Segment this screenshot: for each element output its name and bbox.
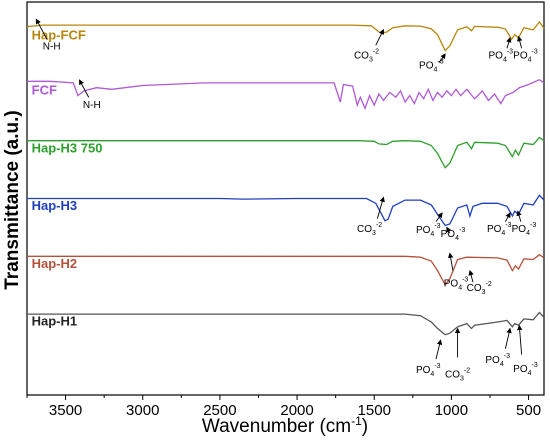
- annotation-arrow: [516, 210, 522, 222]
- annotation-arrow: [447, 252, 454, 271]
- series-label-layer: Hap-FCF FCF Hap-H3 750 Hap-H3 Hap-H2 Hap-H1: [32, 28, 103, 329]
- annotation-arrow: [506, 36, 512, 49]
- series-label-fcf: FCF: [32, 82, 57, 97]
- annotation-arrow: [517, 35, 523, 49]
- annotation-arrow: [35, 18, 48, 40]
- annotation-label: PO4-3: [485, 353, 510, 368]
- x-tick-label: 1500: [358, 402, 391, 419]
- annotation-label: CO3-2: [354, 49, 379, 64]
- series-label-hap-h3-750: Hap-H3 750: [32, 140, 103, 155]
- x-tick-label: 3500: [49, 402, 82, 419]
- series-label-hap-h3: Hap-H3: [32, 198, 78, 213]
- series-label-hap-fcf: Hap-FCF: [32, 28, 86, 43]
- series-layer: [26, 20, 545, 336]
- annotation-arrow: [79, 79, 90, 98]
- x-tick-label: 1000: [435, 402, 468, 419]
- annotation-arrow: [516, 324, 523, 355]
- annotation-label: CO3-2: [467, 281, 492, 296]
- annotation-label: PO4-3: [513, 362, 538, 377]
- series-line-hap-fcf: [26, 20, 545, 52]
- x-tick-label: 2000: [280, 402, 313, 419]
- annotation-label: PO4-3: [416, 363, 441, 378]
- annotation-label: PO4-3: [416, 223, 441, 238]
- series-label-hap-h2: Hap-H2: [32, 256, 78, 271]
- x-tick-label: 2500: [203, 402, 236, 419]
- annotation-arrow: [504, 327, 512, 349]
- annotation-label: PO4-3: [419, 58, 444, 73]
- annotation-arrow: [438, 53, 446, 63]
- series-line-hap-h2: [27, 253, 545, 287]
- y-axis-label: Transmittance (a.u.): [2, 110, 23, 290]
- series-line-hap-h3-750: [27, 136, 545, 169]
- annotation-label: CO3-2: [357, 222, 382, 237]
- annotation-label: PO4-3: [487, 222, 512, 237]
- series-label-hap-h1: Hap-H1: [32, 314, 78, 329]
- annotation-label: CO3-2: [445, 368, 470, 383]
- series-line-hap-h1: [27, 311, 545, 336]
- annotation-arrow: [505, 212, 511, 222]
- annotation-label: PO4-3: [488, 49, 513, 64]
- series-line-hap-h3: [27, 194, 545, 227]
- annotation-label: PO4-3: [512, 222, 537, 237]
- annotation-arrow: [468, 269, 474, 283]
- annotation-label: PO4-3: [444, 276, 469, 291]
- annotation-arrow: [435, 212, 443, 222]
- annotation-arrow: [375, 28, 384, 46]
- annotation-arrow: [446, 226, 452, 234]
- x-axis-ticks: 3500 3000 2500 2000 1500 1000 500: [26, 395, 541, 419]
- annotation-arrow: [376, 196, 385, 219]
- annotation-label: N-H: [43, 41, 61, 52]
- x-tick-label: 3000: [126, 402, 159, 419]
- annotation-label: N-H: [83, 100, 101, 111]
- annotation-label: PO4-3: [441, 227, 466, 242]
- x-tick-label: 500: [516, 402, 541, 419]
- annotation-arrow: [435, 339, 443, 360]
- annotation-label: PO4-3: [513, 49, 538, 64]
- series-line-fcf: [27, 78, 545, 111]
- x-axis-label: Wavenumber (cm-1): [202, 414, 368, 437]
